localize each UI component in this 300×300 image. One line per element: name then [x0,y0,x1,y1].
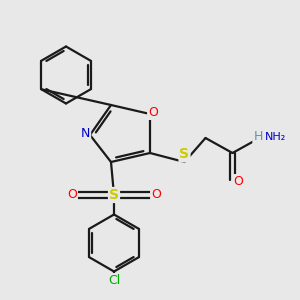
Text: H: H [253,130,263,143]
Text: O: O [148,106,158,119]
Text: O: O [234,175,243,188]
Text: Cl: Cl [108,274,120,287]
Text: S: S [109,188,119,202]
Text: N: N [81,127,90,140]
Text: S: S [179,148,190,161]
Text: O: O [151,188,161,202]
Text: O: O [67,188,77,202]
Text: NH₂: NH₂ [265,131,286,142]
